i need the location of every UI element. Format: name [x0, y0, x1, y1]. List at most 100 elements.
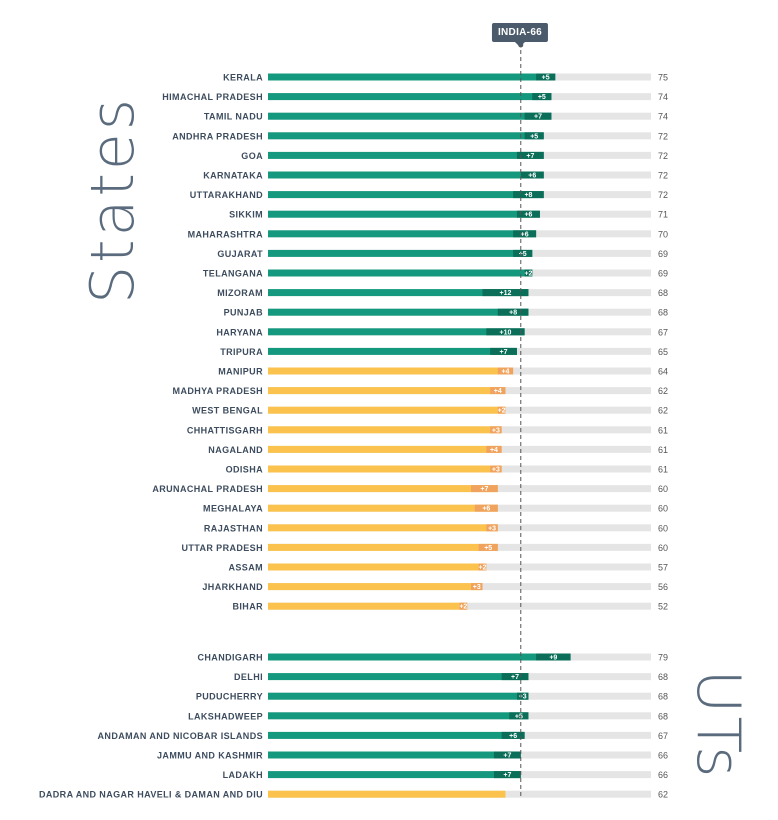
change-label: +3 — [492, 467, 500, 474]
score-label: 61 — [658, 465, 668, 475]
change-label: +8 — [509, 310, 517, 317]
change-segment — [493, 771, 521, 779]
row-name-label: CHANDIGARH — [198, 653, 264, 663]
change-label: +4 — [501, 369, 509, 376]
change-label: +6 — [521, 231, 529, 238]
row-name-label: GOA — [241, 151, 263, 161]
score-label: 68 — [658, 288, 668, 298]
row-name-label: MADHYA PRADESH — [173, 386, 263, 396]
score-bar — [268, 171, 544, 179]
change-label: +7 — [534, 114, 542, 121]
row-name-label: KERALA — [223, 73, 263, 83]
change-label: +2 — [498, 408, 506, 415]
row-name-label: RAJASTHAN — [204, 523, 263, 533]
change-segment — [524, 112, 552, 120]
score-bar — [268, 367, 514, 375]
score-label: 72 — [658, 171, 668, 181]
change-segment — [516, 151, 544, 159]
change-segment — [513, 230, 537, 238]
change-segment — [486, 445, 502, 453]
row-name-label: ARUNACHAL PRADESH — [152, 484, 263, 494]
score-label: 74 — [658, 92, 668, 102]
row-name-label: CHHATTISGARH — [187, 425, 263, 435]
change-label: +3 — [473, 584, 481, 591]
row-name-label: ANDHRA PRADESH — [172, 131, 263, 141]
row-name-label: HARYANA — [216, 327, 263, 337]
score-label: 68 — [658, 672, 668, 682]
score-bar — [268, 790, 506, 798]
change-segment — [486, 328, 525, 336]
score-bar — [268, 308, 529, 316]
score-label: 75 — [658, 73, 668, 83]
row-name-label: MAHARASHTRA — [188, 229, 263, 239]
score-bar — [268, 751, 521, 759]
score-bar — [268, 406, 506, 414]
change-label: +7 — [511, 674, 519, 681]
row-name-label: NAGALAND — [208, 445, 263, 455]
row-name-label: JHARKHAND — [202, 582, 263, 592]
score-bar — [268, 328, 525, 336]
score-bar — [268, 269, 533, 277]
change-segment — [486, 524, 498, 532]
change-segment — [536, 73, 556, 81]
change-segment — [513, 191, 544, 199]
score-label: 60 — [658, 504, 668, 514]
change-segment — [497, 308, 529, 316]
row-name-label: UTTAR PRADESH — [181, 543, 263, 553]
score-label: 79 — [658, 653, 668, 663]
row-name-label: JAMMU AND KASHMIR — [157, 751, 263, 761]
change-segment — [482, 289, 529, 297]
row-name-label: UTTARAKHAND — [190, 190, 263, 200]
change-label: +8 — [524, 192, 532, 199]
change-label: +5 — [515, 713, 523, 720]
change-label: +3 — [492, 427, 500, 434]
score-label: 66 — [658, 751, 668, 761]
row-name-label: MEGHALAYA — [203, 504, 263, 514]
score-label: 70 — [658, 229, 668, 239]
row-name-label: DADRA AND NAGAR HAVELI & DAMAN AND DIU — [39, 790, 263, 800]
row-name-label: TRIPURA — [220, 347, 263, 357]
score-bar — [268, 692, 529, 700]
change-label: +7 — [503, 753, 511, 760]
row-name-label: TELANGANA — [203, 269, 263, 279]
score-label: 62 — [658, 406, 668, 416]
change-label: +2 — [524, 271, 532, 278]
row-name-label: SIKKIM — [229, 210, 263, 220]
score-label: 60 — [658, 523, 668, 533]
row-name-label: PUDUCHERRY — [196, 692, 263, 702]
change-label: +6 — [528, 173, 536, 180]
row-name-label: ODISHA — [226, 465, 264, 475]
score-bar — [268, 112, 552, 120]
score-bar — [268, 485, 498, 493]
score-label: 71 — [658, 210, 668, 220]
score-label: 72 — [658, 131, 668, 141]
score-bar — [268, 712, 529, 720]
row-name-label: LAKSHADWEEP — [188, 711, 263, 721]
score-label: 68 — [658, 308, 668, 318]
change-segment — [470, 485, 498, 493]
change-label: +6 — [524, 212, 532, 219]
row-name-label: HIMACHAL PRADESH — [162, 92, 263, 102]
score-bar — [268, 73, 556, 81]
change-label: +7 — [500, 349, 508, 356]
row-name-label: MANIPUR — [218, 367, 263, 377]
change-segment — [474, 504, 498, 512]
change-segment — [490, 347, 517, 355]
score-label: 67 — [658, 327, 668, 337]
score-label: 68 — [658, 711, 668, 721]
score-bar — [268, 249, 533, 257]
score-label: 64 — [658, 367, 668, 377]
score-label: 72 — [658, 151, 668, 161]
score-bar — [268, 132, 544, 140]
score-bar — [268, 347, 517, 355]
change-segment — [490, 426, 502, 434]
score-label: 68 — [658, 692, 668, 702]
score-bar — [268, 93, 552, 101]
change-segment — [490, 387, 506, 395]
score-label: 61 — [658, 445, 668, 455]
change-label: +3 — [519, 694, 527, 701]
change-segment — [513, 249, 533, 257]
score-label: 74 — [658, 112, 668, 122]
score-bar — [268, 731, 525, 739]
